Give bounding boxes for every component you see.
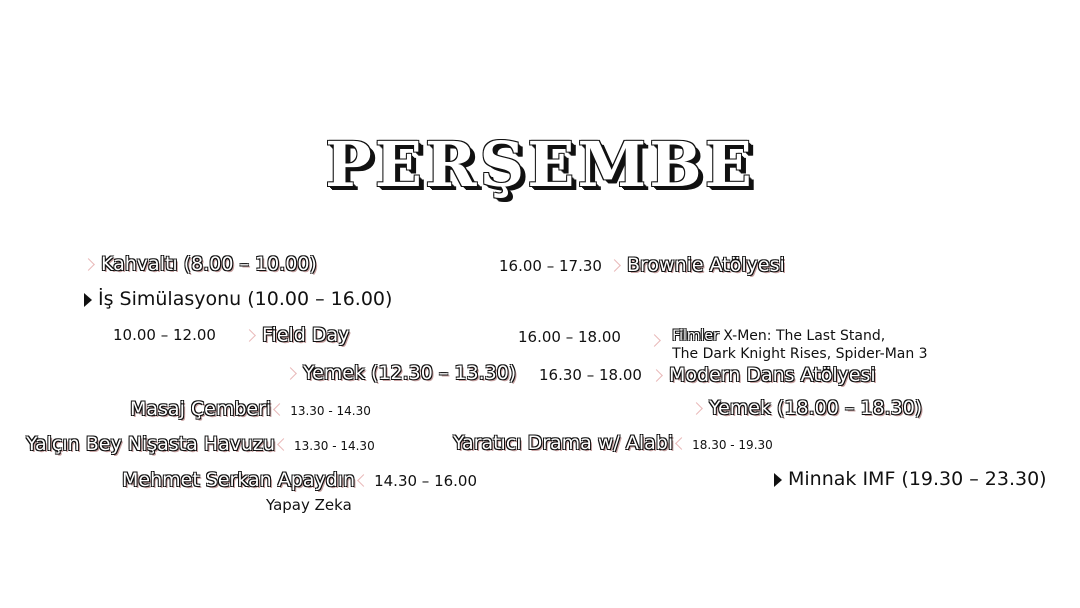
chevron-right-icon: [648, 334, 661, 347]
masaj-time: 13.30 - 14.30: [290, 404, 371, 418]
chevron-right-icon: [243, 329, 256, 342]
filmler-line-2: The Dark Knight Rises, Spider-Man 3: [672, 345, 928, 362]
schedule-item-kahvalti: Kahvaltı (8.00 – 10.00): [82, 253, 317, 275]
brownie-time: 16.00 – 17.30: [499, 257, 602, 275]
havuz-time: 13.30 - 14.30: [294, 439, 375, 453]
schedule-item-minnak: Minnak IMF (19.30 – 23.30): [774, 470, 1047, 489]
schedule-item-drama: Yaratıcı Drama w/ Alabi 18.30 - 19.30: [453, 434, 773, 453]
schedule-item-mehmet: Mehmet Serkan Apaydın 14.30 – 16.00: [122, 471, 477, 490]
kahvalti-label: Kahvaltı (8.00 – 10.00): [101, 253, 317, 275]
yemek-2-label: Yemek (18.00 – 18.30): [709, 397, 923, 419]
mehmet-label: Mehmet Serkan Apaydın: [122, 469, 356, 491]
field-day-label: Field Day: [262, 324, 350, 346]
triangle-right-icon: [774, 472, 782, 487]
yemek-1-label: Yemek (12.30 – 13.30): [303, 362, 517, 384]
filmler-line-1: X-Men: The Last Stand,: [723, 328, 886, 344]
schedule-item-filmler: Filmler X-Men: The Last Stand, The Dark …: [648, 328, 928, 363]
page-title: PERŞEMBE: [325, 128, 755, 201]
is-simulasyonu-label: İş Simülasyonu (10.00 – 16.00): [98, 288, 393, 310]
chevron-right-icon: [284, 367, 297, 380]
chevron-right-icon: [82, 258, 95, 271]
triangle-right-icon: [84, 292, 92, 307]
drama-time: 18.30 - 19.30: [692, 438, 773, 452]
dans-time: 16.30 – 18.00: [539, 366, 642, 384]
filmler-time: 16.00 – 18.00: [518, 328, 621, 346]
minnak-label: Minnak IMF (19.30 – 23.30): [788, 468, 1047, 490]
mehmet-subtitle: Yapay Zeka: [266, 496, 352, 514]
chevron-left-icon: [357, 474, 370, 487]
field-day-time: 10.00 – 12.00: [113, 326, 216, 344]
chevron-left-icon: [675, 437, 688, 450]
chevron-right-icon: [608, 259, 621, 272]
schedule-item-masaj: Masaj Çemberi 13.30 - 14.30: [130, 400, 371, 419]
schedule-item-yemek-2: Yemek (18.00 – 18.30): [690, 397, 923, 419]
chevron-right-icon: [650, 369, 663, 382]
masaj-label: Masaj Çemberi: [130, 398, 272, 420]
schedule-item-havuz: Yalçın Bey Nişasta Havuzu 13.30 - 14.30: [26, 435, 375, 454]
chevron-left-icon: [273, 403, 287, 416]
schedule-item-brownie: Brownie Atölyesi: [608, 254, 785, 276]
filmler-tag: Filmler: [672, 328, 719, 344]
havuz-label: Yalçın Bey Nişasta Havuzu: [26, 433, 276, 455]
dans-label: Modern Dans Atölyesi: [669, 364, 876, 386]
schedule-item-is-simulasyonu: İş Simülasyonu (10.00 – 16.00): [84, 290, 392, 309]
schedule-item-dans: Modern Dans Atölyesi: [650, 364, 876, 386]
schedule-item-yemek-1: Yemek (12.30 – 13.30): [284, 362, 517, 384]
schedule-item-field-day: Field Day: [243, 324, 350, 346]
brownie-label: Brownie Atölyesi: [627, 254, 785, 276]
mehmet-time: 14.30 – 16.00: [374, 472, 478, 490]
chevron-right-icon: [690, 402, 703, 415]
chevron-left-icon: [277, 438, 290, 451]
drama-label: Yaratıcı Drama w/ Alabi: [453, 432, 674, 454]
